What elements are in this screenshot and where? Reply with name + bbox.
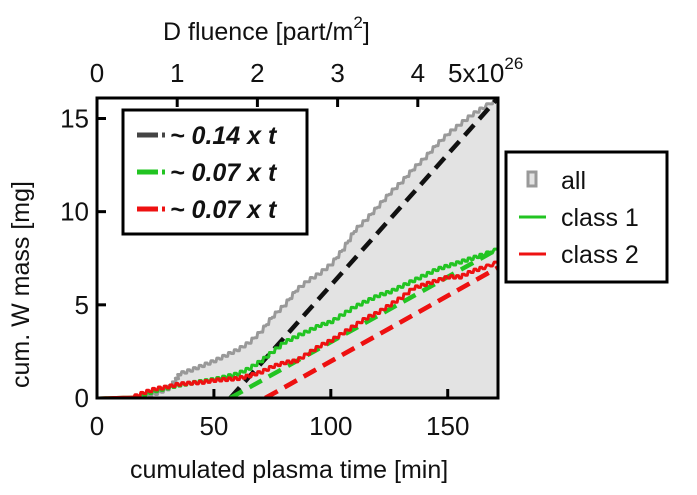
series-class-2 <box>97 260 498 398</box>
x-tick-label: 150 <box>426 411 469 441</box>
top-x-tick-label: 1 <box>170 58 184 88</box>
legend-fits: ~ 0.14 x t ~ 0.07 x t ~ 0.07 x t <box>121 108 309 236</box>
legend-class-label: class 2 <box>561 241 639 269</box>
legend-classes: all class 1 class 2 <box>504 150 669 284</box>
top-x-tick-label: 3 <box>330 58 344 88</box>
legend-all-swatch <box>526 170 538 188</box>
x-tick-label: 100 <box>309 411 352 441</box>
labels: D fluence [part/m2] cumulated plasma tim… <box>7 13 448 484</box>
x-tick-label: 50 <box>199 411 228 441</box>
legend-class-label: class 1 <box>561 204 639 232</box>
plot-frame <box>95 96 500 400</box>
top-x-exponent: 26 <box>504 54 523 73</box>
y-tick-label: 15 <box>60 103 89 133</box>
top-x-tick-label: 4 <box>411 58 425 88</box>
top-x-tick-label: 5x1026 <box>448 54 523 88</box>
y-tick-label: 10 <box>60 197 89 227</box>
series-all-fill <box>97 98 498 398</box>
legend-fit-label: ~ 0.14 x t <box>170 122 278 150</box>
y-axis-title: cum. W mass [mg] <box>7 181 35 388</box>
y-tick-label: 0 <box>75 383 89 413</box>
plot-area <box>97 98 498 398</box>
fit-line-class2-top <box>264 265 498 398</box>
x-tick-label: 0 <box>90 411 104 441</box>
top-x-tick-label: 2 <box>250 58 264 88</box>
series-all-line <box>97 98 498 398</box>
legend-fit-label: ~ 0.07 x t <box>170 196 278 224</box>
x-axis-title: cumulated plasma time [min] <box>130 456 448 484</box>
legend-fit-label: ~ 0.07 x t <box>170 159 278 187</box>
y-tick-label: 5 <box>75 290 89 320</box>
legend-class-label: all <box>561 167 586 195</box>
fit-line-4 <box>229 246 498 398</box>
top-axis-title: D fluence [part/m2] <box>163 13 370 46</box>
plot-series <box>97 98 498 398</box>
top-x-tick-label: 0 <box>90 58 104 88</box>
